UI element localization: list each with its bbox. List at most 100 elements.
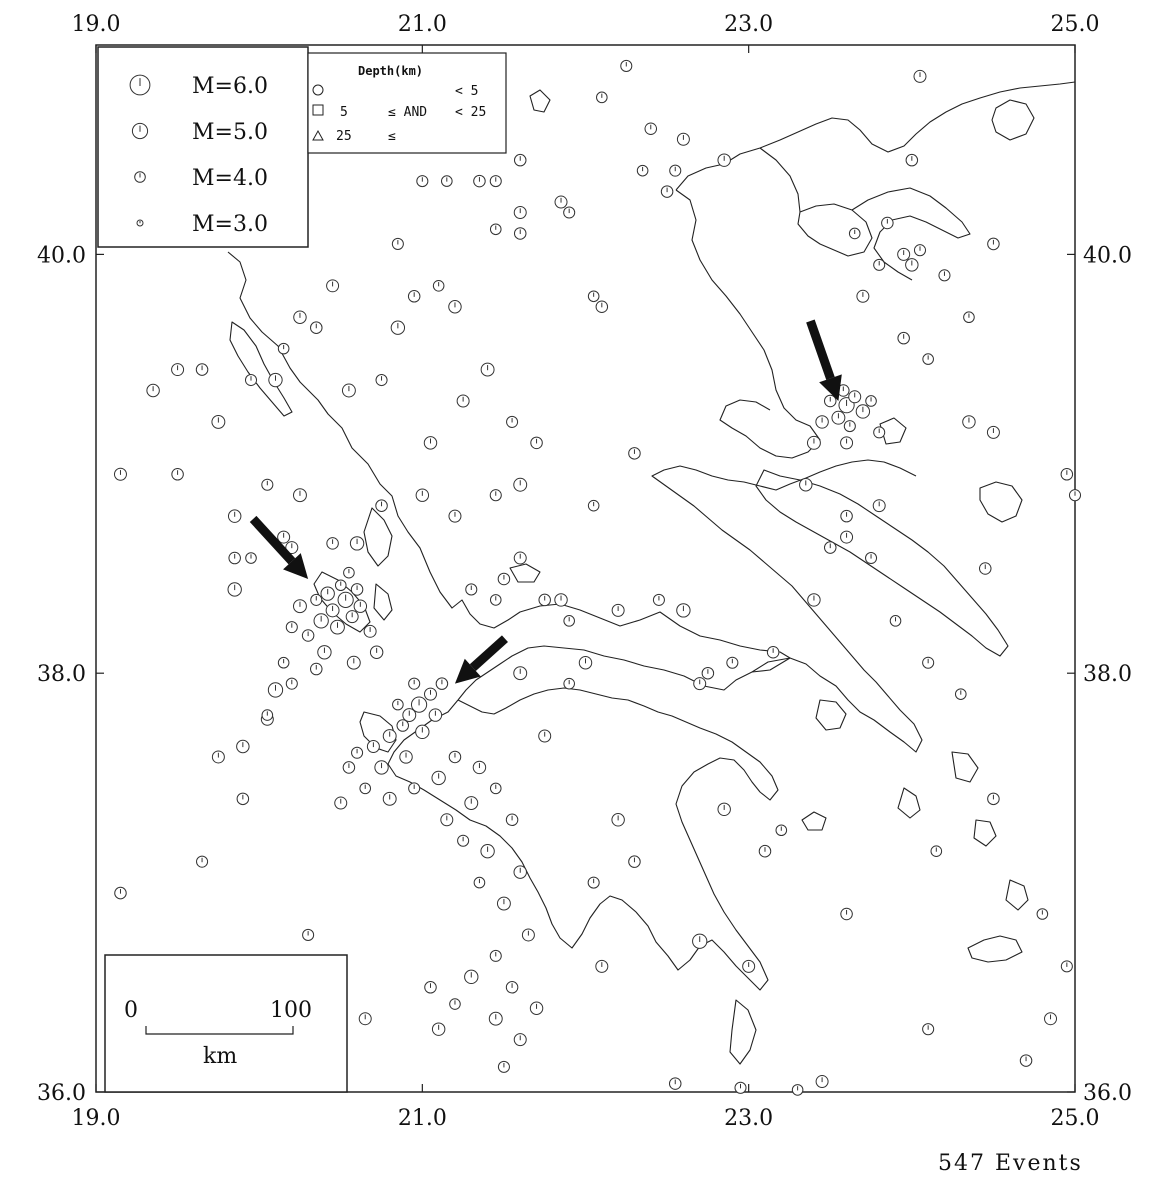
earthquake-event <box>873 258 886 271</box>
earthquake-event <box>587 876 600 889</box>
earthquake-event <box>489 594 502 606</box>
earthquake-event <box>513 666 528 681</box>
earthquake-event <box>497 1060 510 1073</box>
earthquake-event <box>563 206 576 219</box>
x-tick-label-bottom: 21.0 <box>398 1106 447 1131</box>
events-count: 547 Events <box>938 1151 1083 1176</box>
earthquake-event <box>628 855 641 868</box>
scale-left-label: 0 <box>124 998 138 1023</box>
x-tick-label-bottom: 23.0 <box>724 1106 773 1131</box>
earthquake-event <box>578 656 593 670</box>
earthquake-event <box>211 750 225 764</box>
earthquake-event <box>489 782 502 795</box>
earthquake-event <box>848 390 862 404</box>
earthquake-event <box>595 300 609 314</box>
earthquake-event <box>505 813 519 827</box>
earthquake-event <box>472 760 487 775</box>
earthquake-event <box>375 499 388 512</box>
earthquake-event <box>489 223 502 236</box>
x-tick-label-top: 25.0 <box>1051 12 1100 37</box>
earthquake-event <box>330 619 345 635</box>
magnitude-legend-symbol <box>129 74 151 96</box>
earthquake-event <box>341 383 356 398</box>
magnitude-legend-symbol <box>136 219 144 227</box>
earthquake-event <box>717 802 731 817</box>
earthquake-event <box>358 1012 372 1026</box>
magnitude-legend-label: M=3.0 <box>192 212 268 237</box>
earthquake-event <box>431 770 446 786</box>
earthquake-event <box>799 478 813 492</box>
earthquake-event <box>692 933 708 949</box>
cluster-arrows <box>249 319 842 684</box>
earthquake-event <box>922 1023 935 1036</box>
depth-legend-title: Depth(km) <box>358 64 423 78</box>
earthquake-event <box>840 907 853 921</box>
magnitude-legend: M=6.0 M=5.0 M=4.0 M=3.0 <box>97 46 309 248</box>
earthquake-event <box>489 949 502 962</box>
depth-square-symbol <box>312 104 324 116</box>
earthquake-event <box>310 593 323 606</box>
earthquake-event <box>310 321 323 334</box>
earthquake-event <box>872 499 886 513</box>
earthquake-event <box>424 687 437 701</box>
earthquake-event <box>211 414 226 429</box>
earthquake-event <box>334 579 347 592</box>
earthquake-event <box>449 998 461 1010</box>
earthquake-event <box>628 447 641 460</box>
earthquake-event <box>146 383 160 398</box>
earthquake-event <box>660 185 674 198</box>
earthquake-event <box>506 415 519 428</box>
magnitude-legend-symbol <box>131 122 149 140</box>
earthquake-event <box>349 536 365 551</box>
earthquake-event <box>366 740 380 753</box>
earthquake-event <box>350 583 364 596</box>
earthquake-event <box>227 509 242 523</box>
earthquake-event <box>196 855 209 868</box>
depth-circle-symbol <box>312 84 324 96</box>
earthquake-event <box>905 153 919 167</box>
earthquake-event <box>701 666 715 680</box>
earthquake-event <box>1068 489 1082 502</box>
earthquake-event <box>408 782 421 795</box>
earthquake-event <box>351 746 364 759</box>
earthquake-event <box>530 436 543 450</box>
earthquake-event <box>758 844 772 858</box>
earthquake-event <box>464 796 479 810</box>
earthquake-event <box>285 621 298 634</box>
earthquake-event <box>448 300 462 314</box>
earthquake-event <box>636 164 649 177</box>
earthquake-event <box>987 792 1000 806</box>
earthquake-event <box>326 279 340 293</box>
earthquake-event <box>195 363 209 376</box>
earthquake-event <box>840 530 854 544</box>
earthquake-event <box>424 981 437 994</box>
earthquake-event <box>742 959 756 973</box>
earthquake-event <box>456 394 470 408</box>
earthquake-event <box>342 761 356 774</box>
earthquake-event <box>473 174 486 188</box>
earthquake-event <box>293 488 307 503</box>
magnitude-legend-symbol <box>134 171 146 183</box>
map-axes: 19.0 19.0 21.0 21.0 23.0 23.0 25.0 25.0 40.0 40.0… <box>37 12 1132 1131</box>
earthquake-event <box>595 959 609 973</box>
earthquake-event <box>987 237 1000 251</box>
earthquake-event <box>382 729 397 743</box>
earthquake-event <box>513 551 527 565</box>
earthquake-event <box>1060 468 1074 481</box>
earthquake-event <box>261 709 274 721</box>
x-tick-label-top: 19.0 <box>72 12 121 37</box>
earthquake-event <box>293 310 307 324</box>
earthquake-event <box>261 478 274 491</box>
depth-triangle-symbol <box>312 129 324 141</box>
earthquake-event <box>620 59 633 72</box>
earthquake-event <box>277 656 290 669</box>
earthquake-event <box>538 593 551 607</box>
earthquake-event <box>440 813 454 827</box>
earthquake-event <box>930 845 943 857</box>
earthquake-event <box>410 696 428 713</box>
earthquake-event <box>480 844 495 859</box>
earthquake-event <box>1060 960 1073 973</box>
depth-legend: Depth(km) < 5 5 ≤ AND < 25 25 ≤ <box>307 52 507 154</box>
earthquake-event <box>310 662 323 676</box>
earthquake-event <box>375 374 388 387</box>
